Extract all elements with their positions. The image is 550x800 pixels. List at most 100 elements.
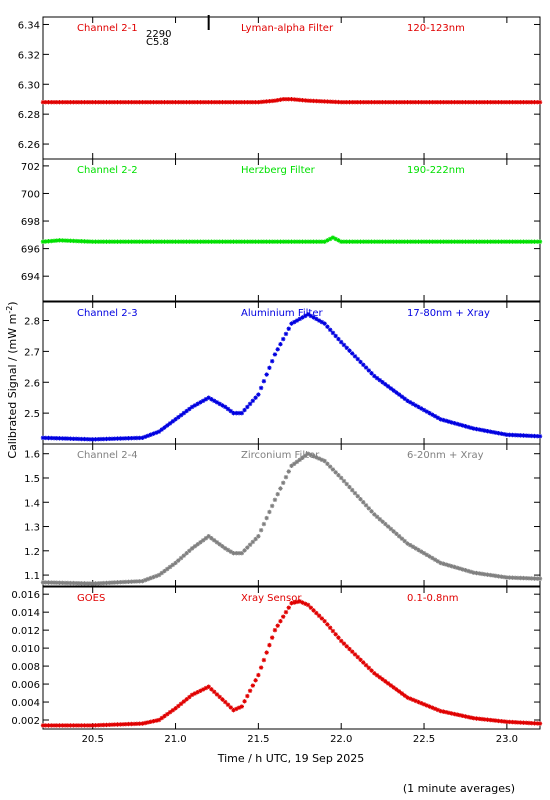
data-point <box>73 238 79 244</box>
data-point <box>297 316 302 322</box>
data-point <box>477 571 482 576</box>
data-point <box>396 392 402 397</box>
data-point <box>405 100 410 105</box>
data-point <box>131 100 137 105</box>
data-point <box>272 627 278 633</box>
data-point <box>189 100 195 105</box>
data-point <box>529 576 534 581</box>
data-point <box>325 461 330 467</box>
data-point <box>51 723 57 728</box>
data-point <box>452 711 457 717</box>
data-point <box>269 635 275 640</box>
data-point <box>363 662 369 668</box>
data-point <box>405 398 410 403</box>
data-point <box>350 351 355 356</box>
data-point <box>421 239 427 244</box>
data-point <box>126 579 131 585</box>
data-point <box>272 352 278 357</box>
data-point <box>250 100 256 105</box>
data-point <box>256 392 261 397</box>
data-point <box>256 239 261 244</box>
data-point <box>482 572 487 577</box>
data-point <box>71 238 76 244</box>
data-point <box>347 484 352 490</box>
data-point <box>54 436 60 441</box>
data-point <box>408 100 413 105</box>
data-point <box>242 239 247 244</box>
panel-3: 2.5 2.6 2.7 2.8 Channel 2-3 Aluminium Filter 1… <box>24 301 543 445</box>
data-point <box>294 459 300 465</box>
data-point <box>261 239 267 244</box>
data-point <box>369 100 374 105</box>
data-point <box>419 100 424 105</box>
data-point <box>120 722 126 727</box>
data-point <box>394 687 399 692</box>
data-point <box>330 99 336 105</box>
data-point <box>330 235 336 240</box>
data-point <box>333 632 338 637</box>
data-point <box>87 437 93 442</box>
data-point <box>51 238 57 243</box>
data-point <box>73 436 79 442</box>
data-point <box>281 336 286 342</box>
data-point <box>289 463 294 469</box>
data-point <box>314 98 319 104</box>
data-point <box>46 580 51 585</box>
data-point <box>261 99 267 104</box>
data-point <box>170 708 175 713</box>
panel-band-label: 190-222nm <box>407 165 465 176</box>
data-point <box>203 536 209 541</box>
data-point <box>178 555 184 561</box>
data-point <box>200 538 206 543</box>
data-point <box>98 239 104 244</box>
data-point <box>62 100 68 105</box>
data-point <box>43 100 48 105</box>
data-point <box>278 341 283 347</box>
data-point <box>170 562 175 568</box>
data-point <box>51 580 57 585</box>
data-point <box>385 100 391 105</box>
data-point <box>471 239 476 244</box>
data-point <box>225 406 231 412</box>
data-point <box>521 720 526 725</box>
data-point <box>396 534 402 539</box>
data-point <box>189 692 195 698</box>
data-point <box>432 414 438 419</box>
data-point <box>350 100 355 105</box>
data-point <box>468 239 474 244</box>
data-point <box>325 622 330 627</box>
data-point <box>427 239 432 244</box>
data-point <box>109 722 115 727</box>
data-point <box>159 100 164 105</box>
data-point <box>112 239 117 244</box>
data-point <box>57 580 62 585</box>
data-point <box>225 239 231 244</box>
data-point <box>485 717 490 722</box>
data-point <box>247 239 253 244</box>
data-point <box>319 457 325 462</box>
data-point <box>239 551 244 556</box>
data-point <box>300 600 305 605</box>
data-point <box>336 472 341 478</box>
data-point <box>438 239 443 244</box>
data-point <box>504 100 510 105</box>
data-point <box>504 239 510 244</box>
data-point <box>101 100 106 105</box>
data-point <box>134 435 140 441</box>
data-point <box>435 239 441 244</box>
data-point <box>115 436 120 441</box>
data-point <box>200 687 206 692</box>
data-point <box>303 601 308 606</box>
data-point <box>499 100 504 105</box>
data-point <box>101 239 106 244</box>
data-point <box>173 560 178 566</box>
data-point <box>372 512 377 517</box>
data-point <box>427 410 432 416</box>
data-point <box>361 239 366 244</box>
data-point <box>352 239 358 244</box>
data-point <box>374 514 380 520</box>
data-point <box>76 238 82 244</box>
data-point <box>430 412 435 417</box>
data-point <box>421 100 427 105</box>
panel-filter-label: Xray Sensor <box>241 593 302 604</box>
